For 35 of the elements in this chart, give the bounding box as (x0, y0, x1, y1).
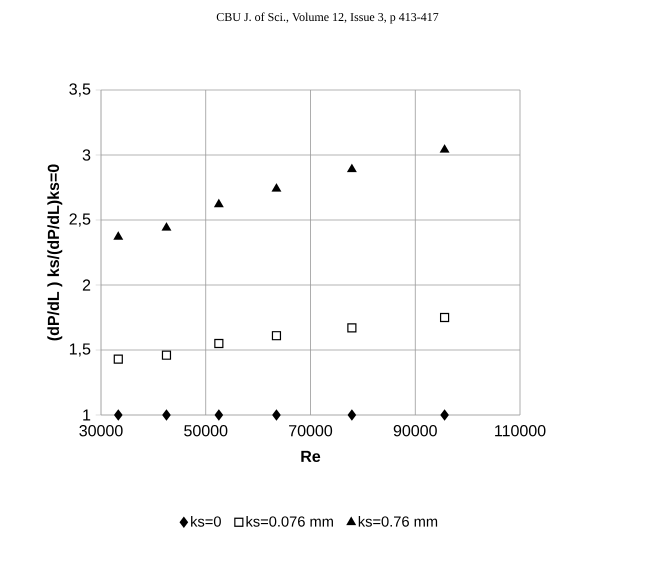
point (114, 410, 122, 420)
legend-label: ks=0.76 mm (358, 516, 438, 527)
y-tick-label: 3,5 (69, 83, 90, 97)
legend-label: ks=0.076 mm (246, 516, 333, 527)
point (214, 338, 224, 348)
point (347, 164, 356, 172)
x-tick-label: 70000 (289, 425, 332, 436)
x-axis-title: Re (301, 450, 320, 462)
point (114, 232, 123, 240)
point (440, 144, 450, 153)
y-tick-label: 2,5 (70, 213, 90, 227)
point (114, 354, 123, 364)
point (440, 312, 450, 322)
point (162, 350, 172, 360)
y-tick-label: 2 (82, 279, 90, 291)
y-axis-title: (dP/dL ) ks/(dP/dL)ks=0 (47, 164, 62, 340)
point (214, 410, 224, 420)
x-tick-label: 90000 (394, 425, 437, 436)
point (214, 199, 224, 208)
legend-label: ks=0 (191, 516, 221, 527)
point (440, 410, 449, 420)
y-tick-label: 1,5 (70, 343, 90, 357)
point (272, 184, 281, 192)
x-tick-label: 110000 (495, 425, 546, 436)
y-tick-label: 3 (82, 149, 90, 161)
point (272, 410, 281, 420)
x-tick-label: 30000 (79, 425, 123, 436)
y-tick-label: 1 (83, 410, 90, 421)
point (348, 410, 356, 420)
point (162, 222, 171, 231)
text: CBU J. of Sci., Volume 12, Issue 3, p 413-417 (216, 12, 438, 24)
point (162, 410, 171, 420)
point (347, 323, 356, 332)
x-tick-label: 50000 (184, 425, 228, 436)
point (272, 331, 282, 340)
